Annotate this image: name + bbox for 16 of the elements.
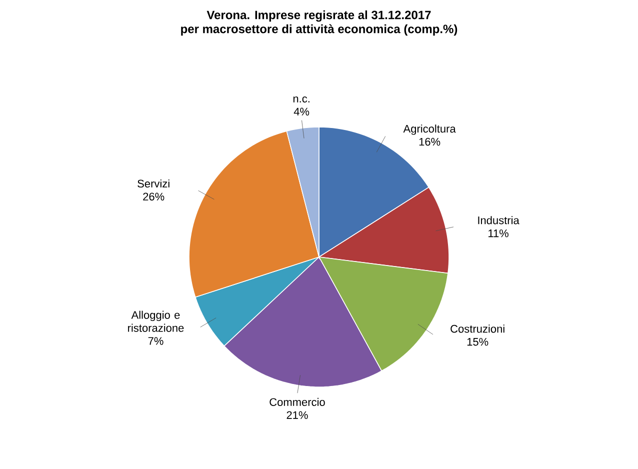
slice-label: Commercio xyxy=(270,398,325,406)
data-label: 21% xyxy=(286,411,308,419)
slice-label: Costruzioni xyxy=(450,324,504,333)
data-label: 16% xyxy=(419,138,440,146)
slice-label: n.c. xyxy=(293,96,310,102)
data-label: 11% xyxy=(488,229,508,238)
data-label: 26% xyxy=(143,192,164,201)
slice-label: Agricoltura xyxy=(403,124,456,135)
slice-label: Servizi xyxy=(138,179,170,188)
slice-label: Alloggio e ristorazione xyxy=(128,310,184,332)
chart-title: Verona. Imprese regisrate al 31.12.2017 xyxy=(206,10,431,22)
data-label: 4% xyxy=(294,108,310,116)
chart-subtitle: per macrosettore di attività economica (comp.%) xyxy=(181,24,458,36)
slice-label: Industria xyxy=(478,216,520,224)
data-label: 15% xyxy=(467,338,488,346)
data-label: 7% xyxy=(148,337,164,345)
